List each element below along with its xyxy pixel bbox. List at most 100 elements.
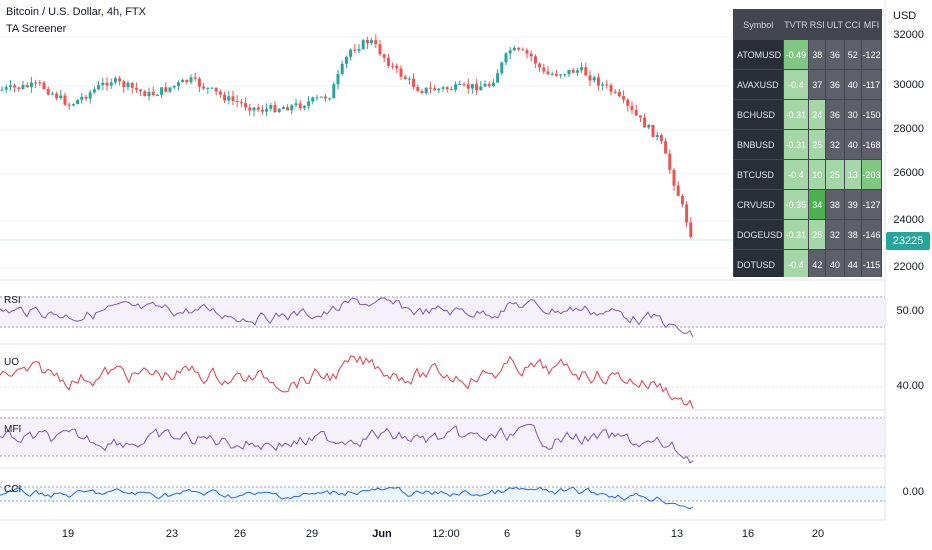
- candle-body: [340, 63, 344, 75]
- candle-body: [672, 169, 676, 186]
- symbol-legend-title[interactable]: Bitcoin / U.S. Dollar, 4h, FTX: [6, 6, 146, 18]
- candle-body: [231, 96, 235, 101]
- rsi-line: [0, 297, 694, 338]
- uo-pane-label[interactable]: UO: [4, 357, 19, 368]
- candle-body: [386, 57, 390, 66]
- screener-value-cell: -0.4: [782, 69, 810, 100]
- candle-body: [588, 75, 592, 81]
- rsi-level-label: 50.00: [896, 305, 924, 317]
- screener-value-cell: -168: [860, 129, 882, 160]
- candle-body: [227, 96, 231, 101]
- screener-value-cell: 25: [808, 129, 827, 160]
- candle-body: [67, 104, 71, 106]
- candle-body: [676, 185, 680, 196]
- candle-body: [445, 87, 449, 90]
- candle-body: [613, 91, 617, 93]
- screener-value-cell: 42: [808, 249, 827, 277]
- candle-body: [454, 84, 458, 90]
- screener-value-cell: 37: [808, 69, 827, 100]
- candle-body: [181, 79, 185, 83]
- screener-value-cell: 36: [825, 69, 845, 100]
- cci-pane-label[interactable]: CCI: [4, 484, 22, 495]
- candle-body: [651, 124, 655, 137]
- screener-value-cell: 39: [843, 189, 862, 220]
- candle-body: [680, 195, 684, 205]
- candle-body: [63, 95, 67, 105]
- candle-body: [575, 70, 579, 73]
- screener-value-cell: -115: [860, 249, 882, 277]
- screener-value-cell: -0.49: [782, 39, 810, 70]
- screener-value-cell: -122: [860, 39, 882, 70]
- mfi-pane-label[interactable]: MFI: [4, 424, 22, 435]
- uo-line: [0, 355, 694, 409]
- screener-symbol-cell: BTCUSD: [733, 159, 784, 190]
- candle-body: [529, 53, 533, 57]
- candle-body: [302, 106, 306, 109]
- candle-body: [601, 84, 605, 86]
- screener-value-cell: 10: [808, 159, 827, 190]
- candle-body: [491, 82, 495, 87]
- candle-body: [71, 104, 75, 106]
- screener-row: ATOMUSD -0.49 38 36 52 -122: [733, 39, 882, 70]
- candle-body: [533, 56, 537, 64]
- rsi-pane-label[interactable]: RSI: [4, 295, 21, 306]
- candle-body: [424, 87, 428, 94]
- screener-value-cell: -0.31: [782, 99, 810, 130]
- screener-symbol-cell: BCHUSD: [733, 99, 784, 130]
- screener-value-cell: 25: [825, 159, 845, 190]
- candle-body: [206, 87, 210, 89]
- time-axis-label: 26: [233, 528, 247, 540]
- price-level-label: 32000: [893, 29, 924, 41]
- candle-body: [470, 84, 474, 89]
- candle-body: [38, 82, 42, 84]
- candle-body: [277, 109, 281, 113]
- candle-body: [512, 47, 516, 51]
- screener-header-cell: ULT: [825, 9, 845, 40]
- screener-value-cell: 40: [843, 69, 862, 100]
- candle-body: [260, 109, 264, 112]
- screener-value-cell: -0.4: [782, 159, 810, 190]
- candle-body: [370, 40, 374, 44]
- mfi-line: [0, 423, 694, 464]
- candle-body: [546, 71, 550, 75]
- candle-body: [403, 76, 407, 80]
- screener-value-cell: -127: [860, 189, 882, 220]
- screener-symbol-cell: DOTUSD: [733, 249, 784, 277]
- time-axis-label: 6: [503, 528, 511, 540]
- candle-body: [567, 69, 571, 75]
- candle-body: [378, 44, 382, 55]
- candle-body: [92, 89, 96, 93]
- screener-value-cell: 36: [825, 39, 845, 70]
- candle-body: [517, 47, 521, 50]
- screener-header-cell: RSI: [808, 9, 827, 40]
- cci-line: [0, 486, 694, 510]
- screener-row: AVAXUSD -0.4 37 36 40 -117: [733, 69, 882, 100]
- candle-body: [374, 40, 378, 45]
- screener-value-cell: 25: [808, 219, 827, 250]
- candle-body: [214, 87, 218, 92]
- screener-value-cell: 36: [825, 99, 845, 130]
- candle-body: [172, 85, 176, 88]
- candle-body: [357, 49, 361, 51]
- screener-value-cell: 52: [843, 39, 862, 70]
- candle-body: [638, 115, 642, 118]
- candle-body: [521, 49, 525, 51]
- candle-body: [101, 82, 105, 86]
- price-axis-currency: USD: [893, 10, 917, 22]
- screener-value-cell: 40: [843, 129, 862, 160]
- candle-body: [664, 141, 668, 154]
- candle-body: [659, 135, 663, 142]
- candle-body: [483, 83, 487, 87]
- candle-body: [508, 50, 512, 54]
- screener-symbol-cell: AVAXUSD: [733, 69, 784, 100]
- candle-body: [584, 67, 588, 76]
- indicator-legend-title[interactable]: TA Screener: [6, 23, 67, 35]
- candle-body: [332, 84, 336, 99]
- candle-body: [185, 79, 189, 83]
- candle-body: [336, 74, 340, 85]
- screener-header-cell: Symbol: [733, 9, 784, 40]
- candle-body: [462, 84, 466, 86]
- screener-header-cell: CCI: [843, 9, 862, 40]
- screener-row: BTCUSD -0.4 10 25 13 -203: [733, 159, 882, 190]
